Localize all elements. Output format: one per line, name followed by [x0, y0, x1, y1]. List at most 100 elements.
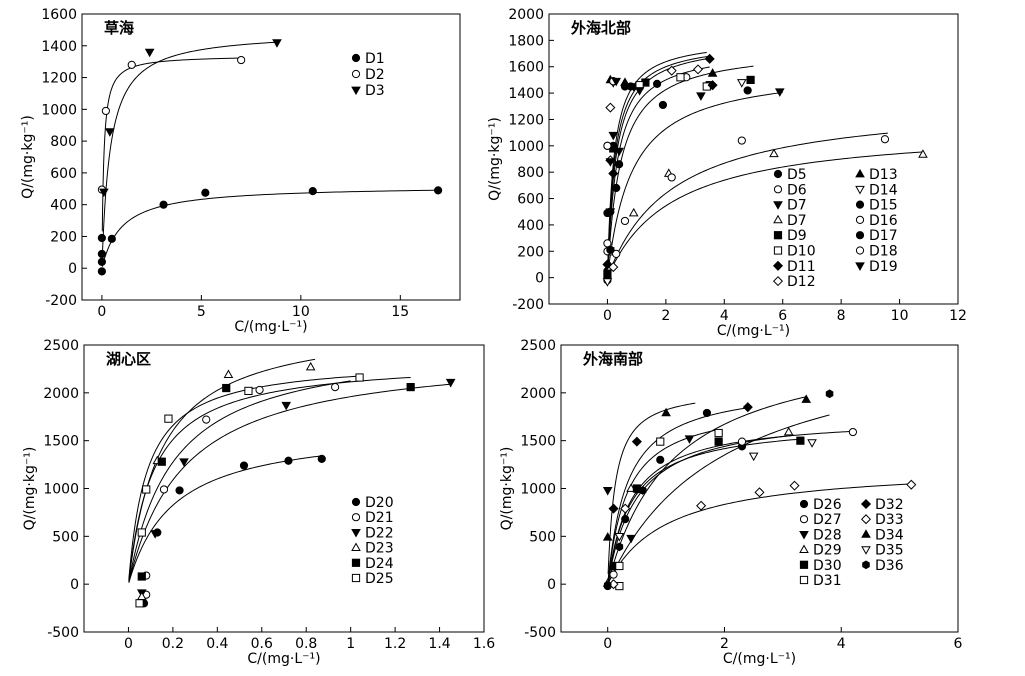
y-tick-label: 0 [547, 577, 556, 593]
data-point-d36 [638, 486, 647, 495]
data-point-d25 [244, 386, 253, 396]
y-tick-label: -200 [512, 297, 544, 313]
data-point-d32 [742, 402, 753, 413]
legend-marker-d24 [351, 558, 361, 567]
legend-label-d28: D28 [813, 527, 842, 543]
legend-marker-d16 [855, 215, 865, 224]
legend-marker-d10 [773, 246, 783, 255]
x-tick-label: 0.4 [206, 636, 228, 652]
data-point-d20 [284, 456, 293, 465]
legend-label-d20: D20 [365, 495, 394, 511]
legend-label-d7: D7 [787, 213, 807, 229]
data-point-d19 [634, 87, 645, 96]
fit-curve-d20 [128, 455, 320, 583]
data-point-d30 [796, 436, 805, 445]
legend-marker-d7 [773, 201, 783, 210]
fit-curve-d22 [128, 383, 451, 583]
legend-label-d12: D12 [787, 274, 816, 290]
legend-marker-d25 [351, 573, 361, 583]
y-tick-label: 0 [535, 271, 544, 287]
data-point-d12 [666, 65, 677, 76]
legend-marker-d5 [773, 169, 783, 179]
data-point-d7 [774, 88, 785, 97]
data-point-d13 [707, 68, 718, 77]
x-tick-label: 6 [778, 308, 787, 324]
legend-marker-d1 [351, 53, 361, 63]
y-axis-label: Q/(mg·kg⁻¹) [499, 447, 515, 531]
data-point-d25 [137, 528, 146, 537]
y-tick-label: 1000 [43, 482, 79, 498]
data-point-d33 [696, 500, 707, 511]
legend-label-d26: D26 [813, 497, 842, 513]
data-point-d19 [611, 77, 622, 87]
chart-title: 湖心区 [106, 350, 151, 368]
fit-curve-d25 [128, 375, 360, 580]
y-tick-label: 2000 [508, 7, 544, 23]
y-tick-label: 1500 [520, 434, 556, 450]
data-point-d12 [692, 64, 704, 75]
y-tick-label: 2000 [43, 386, 79, 402]
data-point-d1 [201, 188, 210, 197]
legend-label-d33: D33 [875, 512, 904, 528]
legend-marker-d17 [855, 231, 865, 240]
data-point-d30 [714, 437, 723, 446]
x-tick-label: 4 [837, 636, 846, 652]
legend-label-d31: D31 [813, 573, 842, 589]
legend-marker-d15 [855, 200, 865, 209]
fit-curve-d29 [607, 434, 795, 582]
legend-marker-d27 [799, 515, 809, 524]
legend-label-d22: D22 [365, 525, 394, 541]
x-tick-label: 1.6 [473, 636, 495, 652]
legend-marker-d20 [351, 497, 361, 507]
data-point-d6 [603, 239, 612, 248]
y-tick-label: 200 [517, 244, 544, 260]
legend-label-d7: D7 [787, 198, 807, 214]
legend-marker-d31 [799, 575, 809, 585]
x-tick-label: 10 [292, 304, 310, 320]
x-tick-label: 12 [949, 308, 967, 324]
chart-title: 外海南部 [582, 350, 643, 368]
y-tick-label: 1500 [43, 434, 79, 450]
data-point-d28 [684, 435, 695, 444]
legend-marker-d21 [351, 513, 361, 522]
data-point-d14 [602, 278, 613, 287]
data-point-d18 [603, 141, 612, 150]
data-point-d25 [135, 599, 144, 608]
legend-label-d21: D21 [365, 510, 394, 526]
data-point-d34 [602, 532, 613, 541]
fit-curve-d32 [607, 407, 748, 581]
fit-curve-d21 [128, 380, 351, 583]
legend-marker-d36 [862, 560, 870, 570]
data-point-d32 [631, 436, 642, 447]
data-point-d6 [737, 136, 746, 145]
legend-marker-d18 [855, 246, 865, 255]
legend-label-d11: D11 [787, 259, 816, 275]
data-point-d23 [305, 361, 316, 371]
x-tick-label: 10 [891, 308, 909, 324]
y-tick-label: 2500 [520, 338, 556, 354]
data-point-d32 [608, 503, 619, 514]
legend-marker-d3 [351, 86, 361, 96]
y-tick-label: -200 [45, 293, 77, 309]
data-point-d12 [608, 262, 619, 273]
fit-curve-d34 [607, 402, 696, 575]
y-tick-label: 1200 [41, 71, 77, 87]
legend-marker-d14 [855, 185, 865, 195]
data-point-d15 [652, 79, 662, 88]
legend-marker-d22 [351, 529, 361, 538]
legend-label-d29: D29 [813, 543, 842, 559]
legend-label-d36: D36 [875, 558, 904, 574]
data-point-d22 [445, 378, 456, 388]
data-point-d21 [159, 485, 169, 494]
data-point-d6 [880, 135, 890, 144]
data-point-d15 [612, 183, 621, 193]
x-tick-label: 8 [837, 308, 846, 324]
legend-marker-d9 [773, 231, 783, 240]
data-point-d24 [406, 382, 415, 392]
data-point-d20 [317, 454, 326, 463]
x-axis-label: C/(mg·L⁻¹) [247, 651, 320, 667]
y-tick-label: 800 [517, 165, 544, 181]
y-tick-label: 1000 [520, 482, 556, 498]
data-point-d22 [179, 458, 189, 467]
data-point-d1 [308, 187, 317, 196]
